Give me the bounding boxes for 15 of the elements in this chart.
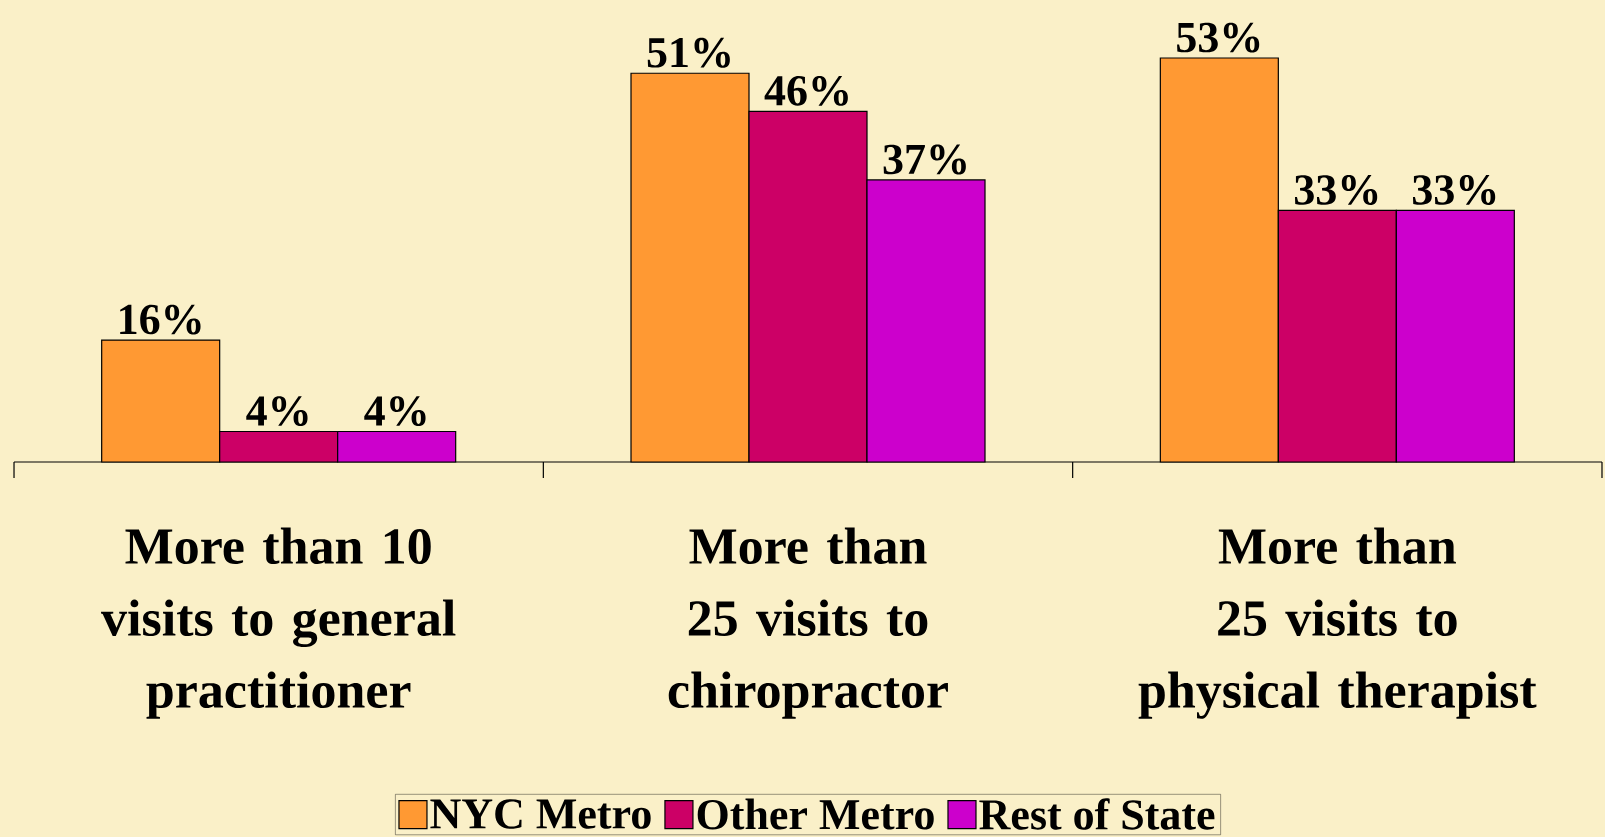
data-label: 33% <box>1412 175 1496 205</box>
x-tick-label: More than 25 visits to chiropractor <box>668 527 948 719</box>
x-tick-label: More than 25 visits to physical therapist <box>1138 527 1537 719</box>
legend-label: Other Metro <box>697 798 934 830</box>
data-label: 33% <box>1294 175 1378 205</box>
data-label: 46% <box>764 75 848 106</box>
legend-label: Rest of State <box>979 798 1215 830</box>
data-label: 37% <box>883 144 966 175</box>
legend-label: NYC Metro <box>430 799 651 829</box>
data-label: 4% <box>246 396 308 426</box>
data-label: 4% <box>364 396 426 426</box>
data-label: 53% <box>1177 22 1260 53</box>
data-label: 51% <box>647 37 730 68</box>
x-tick-label: More than 10 visits to general practitioner <box>101 527 456 719</box>
data-label: 16% <box>120 304 201 335</box>
